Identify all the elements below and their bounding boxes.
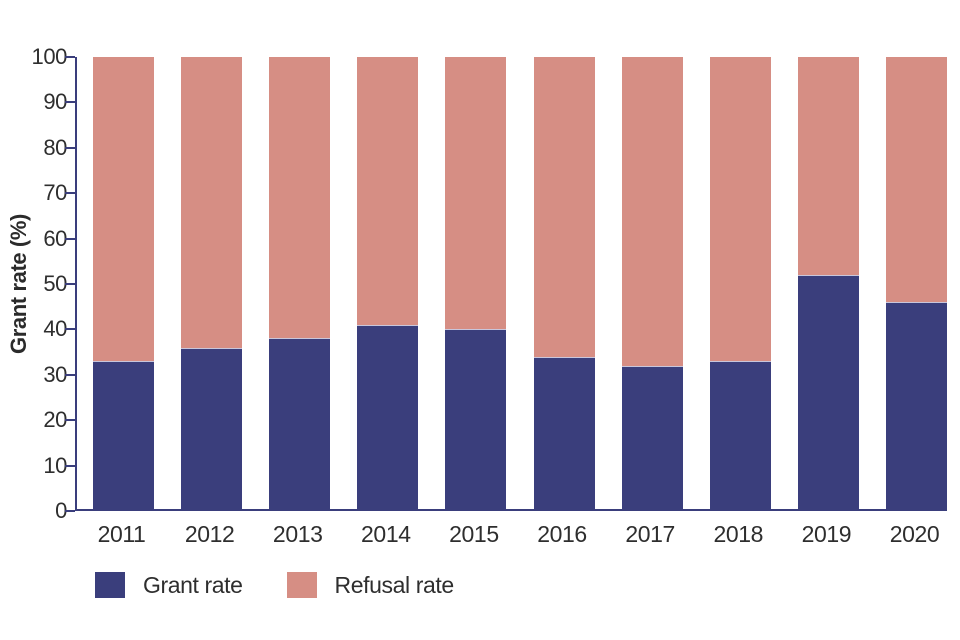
x-axis-tick-labels: 2011 2012 2013 2014 2015 2016 2017 2018 2019 2020 <box>75 520 945 550</box>
bar-segment-refusal-2016 <box>533 57 595 357</box>
x-tick-label-2015: 2015 <box>449 521 499 547</box>
bar-segment-grant-2011 <box>93 361 154 511</box>
bar-segment-grant-2012 <box>181 347 243 511</box>
bar-2017 <box>621 57 683 511</box>
legend-swatch-refusal-rate <box>286 572 317 598</box>
y-tick-mark-30 <box>65 373 75 376</box>
bar-segment-refusal-2019 <box>797 57 859 275</box>
legend-label: Grant rate <box>143 572 243 598</box>
bar-segment-refusal-2011 <box>93 57 154 362</box>
bar-segment-refusal-2020 <box>886 57 947 303</box>
x-tick-label-2013: 2013 <box>272 521 323 547</box>
y-tick-mark-70 <box>65 192 75 195</box>
x-tick-label-2014: 2014 <box>361 521 411 547</box>
x-tick-label-2011: 2011 <box>97 521 146 547</box>
y-tick-mark-80 <box>65 146 75 149</box>
y-tick-mark-20 <box>65 419 75 422</box>
bar-segment-grant-2017 <box>621 365 683 511</box>
y-tick-label-30: 30 <box>43 361 67 387</box>
x-tick-label-2018: 2018 <box>713 521 764 547</box>
legend-item-grant-rate: Grant rate <box>95 572 243 598</box>
bar-2013 <box>269 57 331 511</box>
y-tick-label-70: 70 <box>43 180 67 206</box>
legend-label: Refusal rate <box>334 572 455 598</box>
x-tick-label-2020: 2020 <box>889 521 940 547</box>
y-tick-mark-90 <box>65 101 75 104</box>
bar-segment-refusal-2012 <box>181 57 243 348</box>
x-tick-label-2012: 2012 <box>184 521 235 547</box>
bar-segment-grant-2013 <box>269 338 331 511</box>
bar-2020 <box>886 57 947 511</box>
bar-2015 <box>445 57 507 511</box>
plot-area <box>65 56 947 512</box>
legend-item-refusal-rate: Refusal rate <box>286 572 455 598</box>
y-tick-label-100: 100 <box>31 44 67 69</box>
x-tick-label-2016: 2016 <box>537 521 587 547</box>
bar-segment-refusal-2015 <box>445 57 507 330</box>
y-tick-label-0: 0 <box>55 498 67 523</box>
x-tick-label-2019: 2019 <box>801 521 852 547</box>
bar-segment-grant-2018 <box>709 361 771 511</box>
y-tick-label-20: 20 <box>43 407 67 433</box>
bar-segment-grant-2014 <box>357 324 419 511</box>
bar-2012 <box>181 57 243 511</box>
y-tick-mark-10 <box>65 464 75 467</box>
bar-segment-grant-2015 <box>445 329 507 511</box>
y-axis-title: Grant rate (%) <box>6 214 31 354</box>
bar-2019 <box>797 57 859 511</box>
y-tick-mark-60 <box>65 237 75 240</box>
bar-segment-grant-2020 <box>886 302 947 511</box>
y-tick-label-90: 90 <box>43 89 67 115</box>
x-tick-label-2017: 2017 <box>625 521 675 547</box>
y-tick-mark-0 <box>65 510 75 512</box>
bar-segment-grant-2016 <box>533 356 595 511</box>
bar-2018 <box>709 57 771 511</box>
y-tick-label-10: 10 <box>43 452 67 478</box>
bar-segment-refusal-2018 <box>709 57 771 362</box>
y-tick-mark-100 <box>65 56 75 58</box>
y-tick-label-80: 80 <box>43 134 67 160</box>
bar-2011 <box>93 57 154 511</box>
bar-segment-refusal-2013 <box>269 57 331 339</box>
bar-2014 <box>357 57 419 511</box>
bar-segment-refusal-2017 <box>621 57 683 366</box>
legend-swatch-grant-rate <box>95 572 125 598</box>
legend: Grant rate Refusal rate <box>95 572 454 598</box>
bar-segment-refusal-2014 <box>357 57 419 325</box>
bar-2016 <box>533 57 595 511</box>
bar-segment-grant-2019 <box>797 274 859 511</box>
y-tick-mark-50 <box>65 283 75 285</box>
y-tick-mark-40 <box>65 328 75 331</box>
